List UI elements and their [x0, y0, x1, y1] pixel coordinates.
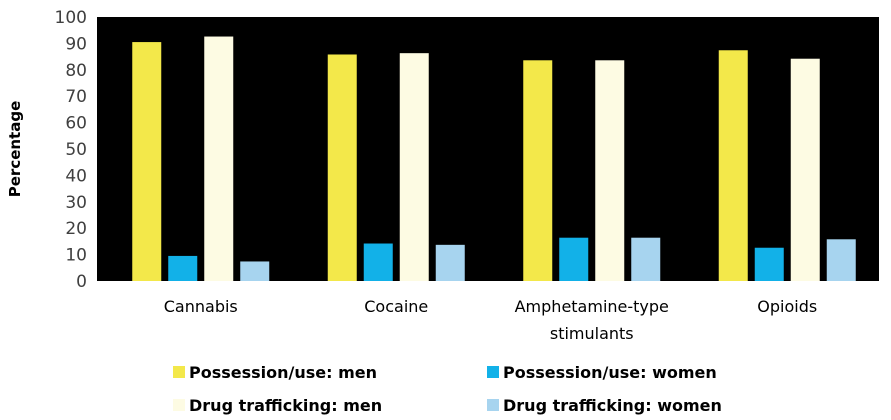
legend-swatch [173, 366, 185, 378]
y-tick-label: 60 [65, 114, 87, 134]
y-tick-label: 80 [65, 61, 87, 81]
bar-possession-use-women-2 [559, 237, 589, 281]
bar-drug-trafficking-men-0 [204, 36, 234, 282]
bar-drug-trafficking-women-1 [435, 244, 465, 281]
bar-possession-use-women-1 [363, 243, 393, 281]
bar-drug-trafficking-men-3 [790, 58, 820, 281]
legend: Possession/use: men Possession/use: women… [173, 363, 722, 415]
bar-drug-trafficking-women-0 [240, 261, 270, 281]
y-tick-label: 20 [65, 219, 87, 239]
x-tick-label: stimulants [550, 324, 634, 343]
legend-swatch [173, 399, 185, 411]
y-tick-label: 70 [65, 87, 87, 107]
x-axis: Cannabis Cocaine Amphetamine-type stimulant… [164, 297, 817, 343]
bar-possession-use-women-0 [168, 255, 198, 281]
bar-possession-use-women-3 [754, 247, 784, 281]
y-tick-label: 100 [55, 8, 87, 28]
legend-label: Drug trafficking: men [189, 396, 382, 415]
y-tick-label: 30 [65, 193, 87, 213]
bars [132, 36, 856, 282]
y-tick-label: 0 [76, 272, 87, 292]
bar-possession-use-men-0 [132, 42, 162, 281]
x-tick-label: Cannabis [164, 297, 238, 316]
x-tick-label: Amphetamine-type [515, 297, 669, 316]
legend-label: Possession/use: men [189, 363, 377, 382]
y-tick-label: 10 [65, 246, 87, 266]
x-tick-label: Opioids [757, 297, 817, 316]
y-tick-label: 90 [65, 34, 87, 54]
bar-possession-use-men-2 [523, 60, 553, 281]
y-tick-label: 40 [65, 166, 87, 186]
bar-drug-trafficking-men-1 [399, 53, 429, 281]
legend-label: Drug trafficking: women [503, 396, 722, 415]
bar-drug-trafficking-women-2 [631, 237, 661, 281]
legend-label: Possession/use: women [503, 363, 717, 382]
bar-possession-use-men-3 [718, 50, 748, 281]
legend-swatch [487, 399, 499, 411]
y-axis-label: Percentage [6, 101, 24, 198]
x-tick-label: Cocaine [364, 297, 428, 316]
bar-possession-use-men-1 [327, 54, 357, 281]
y-axis: 0 10 20 30 40 50 60 70 80 90 100 [55, 8, 87, 292]
y-tick-label: 50 [65, 140, 87, 160]
bar-drug-trafficking-women-3 [826, 239, 856, 281]
bar-drug-trafficking-men-2 [595, 60, 625, 281]
legend-swatch [487, 366, 499, 378]
